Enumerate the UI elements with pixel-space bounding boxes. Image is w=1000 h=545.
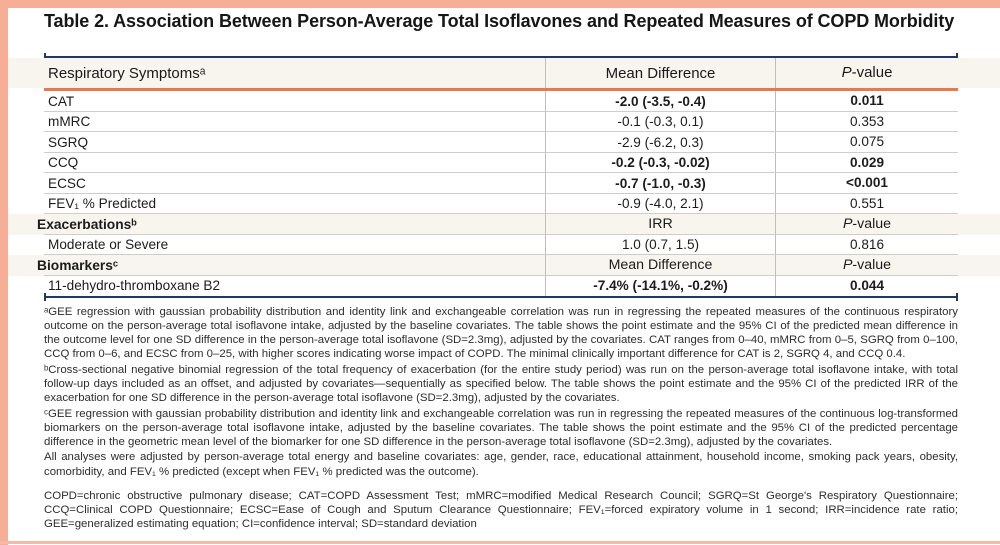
irr-header-cell: IRR bbox=[545, 214, 775, 235]
table-row-moderate-or-severe: Moderate or Severe 1.0 (0.7, 1.5) 0.816 bbox=[8, 234, 1000, 255]
footnote-b: ᵇCross-sectional negative binomial regre… bbox=[44, 363, 958, 405]
p-value-cell: 0.011 bbox=[775, 91, 958, 112]
row-label: ECSC bbox=[48, 175, 86, 191]
row-label: CAT bbox=[48, 93, 75, 109]
p-value-cell: 0.044 bbox=[775, 275, 958, 296]
row-label: Moderate or Severe bbox=[48, 237, 169, 253]
irr-cell: 1.0 (0.7, 1.5) bbox=[545, 234, 775, 255]
row-label: FEV₁ % Predicted bbox=[48, 196, 157, 212]
header-p-value: P-value bbox=[775, 58, 958, 88]
mean-difference-cell: -0.7 (-1.0, -0.3) bbox=[545, 173, 775, 194]
p-value-header-cell: P-value bbox=[775, 214, 958, 235]
table-bottom-rule bbox=[44, 293, 958, 301]
header-orange-rule bbox=[44, 88, 958, 91]
mean-difference-header-cell: Mean Difference bbox=[545, 255, 775, 276]
footnote-c: ᶜGEE regression with gaussian probabilit… bbox=[44, 407, 958, 448]
table-top-rule bbox=[44, 53, 958, 61]
isoflavones-copd-table: Respiratory Symptomsᵃ Mean Difference P-… bbox=[8, 53, 1000, 301]
mean-difference-cell: -2.9 (-6.2, 0.3) bbox=[545, 132, 775, 153]
table-row-mmrc: mMRC -0.1 (-0.3, 0.1) 0.353 bbox=[8, 111, 1000, 132]
header-respiratory-symptoms: Respiratory Symptomsᵃ bbox=[48, 64, 206, 82]
row-label: 11-dehydro-thromboxane B2 bbox=[48, 278, 221, 294]
frame-top-border bbox=[0, 0, 1000, 8]
row-label: mMRC bbox=[48, 114, 91, 130]
section-label: Biomarkersᶜ bbox=[37, 257, 119, 273]
table-row-fev1-predicted: FEV₁ % Predicted -0.9 (-4.0, 2.1) 0.551 bbox=[8, 193, 1000, 214]
section-row-exacerbations: Exacerbationsᵇ IRR P-value bbox=[8, 214, 1000, 235]
table-header-row: Respiratory Symptomsᵃ Mean Difference P-… bbox=[8, 58, 1000, 88]
row-label: CCQ bbox=[48, 155, 79, 171]
p-value-cell: 0.075 bbox=[775, 132, 958, 153]
p-value-cell: 0.029 bbox=[775, 152, 958, 173]
section-row-biomarkers: Biomarkersᶜ Mean Difference P-value bbox=[8, 255, 1000, 276]
table-row-ccq: CCQ -0.2 (-0.3, -0.02) 0.029 bbox=[8, 152, 1000, 173]
mean-difference-cell: -0.9 (-4.0, 2.1) bbox=[545, 193, 775, 214]
footnotes-block: ᵃGEE regression with gaussian probabilit… bbox=[44, 305, 958, 480]
p-value-header-cell: P-value bbox=[775, 255, 958, 276]
section-label: Exacerbationsᵇ bbox=[37, 216, 137, 232]
table-row-ecsc: ECSC -0.7 (-1.0, -0.3) <0.001 bbox=[8, 173, 1000, 194]
table-title: Table 2. Association Between Person-Aver… bbox=[44, 11, 955, 31]
mean-difference-cell: -7.4% (-14.1%, -0.2%) bbox=[545, 275, 775, 296]
table-row-sgrq: SGRQ -2.9 (-6.2, 0.3) 0.075 bbox=[8, 132, 1000, 153]
frame-left-border bbox=[0, 0, 8, 545]
header-mean-difference: Mean Difference bbox=[545, 58, 775, 88]
mean-difference-cell: -0.2 (-0.3, -0.02) bbox=[545, 152, 775, 173]
abbreviations-note: COPD=chronic obstructive pulmonary disea… bbox=[44, 490, 958, 531]
table-row-cat: CAT -2.0 (-3.5, -0.4) 0.011 bbox=[8, 91, 1000, 112]
p-value-cell: <0.001 bbox=[775, 173, 958, 194]
frame-bottom-border bbox=[0, 541, 1000, 544]
p-value-cell: 0.816 bbox=[775, 234, 958, 255]
table-row-thromboxane: 11-dehydro-thromboxane B2 -7.4% (-14.1%,… bbox=[8, 275, 1000, 296]
p-value-cell: 0.551 bbox=[775, 193, 958, 214]
row-label: SGRQ bbox=[48, 134, 89, 150]
mean-difference-cell: -0.1 (-0.3, 0.1) bbox=[545, 111, 775, 132]
footnote-adjustment: All analyses were adjusted by person-ave… bbox=[44, 451, 958, 478]
footnote-a: ᵃGEE regression with gaussian probabilit… bbox=[44, 306, 958, 361]
p-value-cell: 0.353 bbox=[775, 111, 958, 132]
mean-difference-cell: -2.0 (-3.5, -0.4) bbox=[545, 91, 775, 112]
